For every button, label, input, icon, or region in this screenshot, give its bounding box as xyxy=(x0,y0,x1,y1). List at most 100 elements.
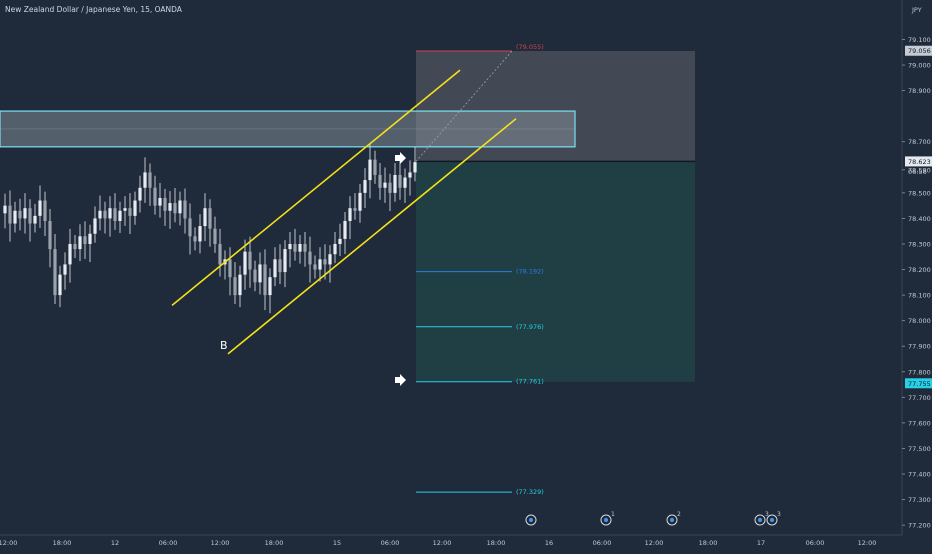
time-tick-label: 06:00 xyxy=(159,539,178,547)
candle-body xyxy=(33,215,37,224)
candle-body xyxy=(128,208,132,216)
candle-body xyxy=(198,226,202,242)
time-tick-label: 17 xyxy=(757,539,765,547)
candle-body xyxy=(373,159,377,175)
candle-body xyxy=(168,203,172,211)
candle-body xyxy=(363,180,367,193)
candle-body xyxy=(158,197,162,206)
candle-body xyxy=(308,251,312,265)
price-tick-label: 77.400 xyxy=(908,471,931,479)
candle-body xyxy=(338,238,342,244)
event-count: 2 xyxy=(677,511,681,518)
candle-body xyxy=(228,259,232,278)
candle-body xyxy=(118,210,122,221)
candle-body xyxy=(398,174,402,188)
candle-body xyxy=(133,200,137,216)
price-tick-label: 78.200 xyxy=(908,266,931,274)
event-marker-dot xyxy=(669,517,675,523)
time-tick-label: 12:00 xyxy=(645,539,664,547)
channel-upper-line[interactable] xyxy=(171,69,461,306)
price-badge-label: 78.623 xyxy=(908,158,931,166)
candle-body xyxy=(298,243,302,252)
price-tick-label: 78.100 xyxy=(908,292,931,300)
price-badge-label: 77.755 xyxy=(908,380,931,388)
candle-body xyxy=(248,251,252,270)
price-tick-label: 78.300 xyxy=(908,240,931,248)
candle-body xyxy=(233,277,237,296)
event-marker-dot xyxy=(757,517,763,523)
candle-body xyxy=(78,236,82,250)
candle-body xyxy=(13,210,17,224)
candle-body xyxy=(218,243,222,265)
time-tick-label: 16 xyxy=(545,539,553,547)
candle-body xyxy=(213,228,217,244)
candle-body xyxy=(3,205,7,214)
channel-lower-line[interactable] xyxy=(227,118,517,355)
time-tick-label: 06:00 xyxy=(593,539,612,547)
candle-body xyxy=(288,243,292,250)
price-badge xyxy=(905,378,932,389)
candle-body xyxy=(153,187,157,206)
candle-body xyxy=(403,177,407,188)
candle-body xyxy=(368,159,372,181)
target-level-label: (78.192) xyxy=(516,268,544,276)
candle-body xyxy=(53,249,57,296)
event-count: 3 xyxy=(777,511,781,518)
candle-body xyxy=(103,210,107,219)
price-tick-label: 78.000 xyxy=(908,317,931,325)
candle-body xyxy=(353,208,357,211)
candle-body xyxy=(258,264,262,283)
price-badge-label: 06:56 xyxy=(908,168,927,176)
time-tick-label: 12 xyxy=(111,539,119,547)
price-tick-label: 78.900 xyxy=(908,87,931,95)
candle-body xyxy=(18,210,22,219)
candle-body xyxy=(48,220,52,250)
time-tick-label: 18:00 xyxy=(487,539,506,547)
time-tick-label: 12:00 xyxy=(433,539,452,547)
candle-body xyxy=(93,218,97,234)
event-count: 3 xyxy=(765,511,769,518)
candle-body xyxy=(323,259,327,265)
candle-body xyxy=(173,203,177,214)
candle-body xyxy=(23,208,27,219)
candle-body xyxy=(333,243,337,255)
candle-body xyxy=(203,208,207,227)
price-tick-label: 77.800 xyxy=(908,368,931,376)
time-tick-label: 06:00 xyxy=(806,539,825,547)
time-tick-label: 12:00 xyxy=(0,539,17,547)
candle-body xyxy=(313,264,317,270)
candle-body xyxy=(238,274,242,296)
candle-body xyxy=(138,187,142,201)
candle-body xyxy=(318,259,322,270)
pattern-label: B xyxy=(220,339,228,352)
candle-body xyxy=(108,208,112,219)
time-tick-label: 06:00 xyxy=(381,539,400,547)
candle-body xyxy=(183,200,187,219)
price-tick-label: 77.200 xyxy=(908,522,931,530)
candle-body xyxy=(68,243,72,265)
price-tick-label: 77.600 xyxy=(908,419,931,427)
candle-body xyxy=(328,254,332,265)
candle-body xyxy=(263,264,267,296)
candle-body xyxy=(378,174,382,188)
candle-body xyxy=(393,174,397,193)
target-arrow-icon[interactable] xyxy=(395,374,406,386)
entry-arrow-icon[interactable] xyxy=(395,152,406,164)
price-tick-label: 79.000 xyxy=(908,62,931,70)
price-badge xyxy=(905,45,932,56)
price-tick-label: 79.100 xyxy=(908,36,931,44)
candle-body xyxy=(8,205,12,224)
candle-body xyxy=(348,208,352,221)
candle-body xyxy=(408,172,412,178)
candle-body xyxy=(113,208,117,221)
candle-body xyxy=(343,220,347,239)
price-tick-label: 78.500 xyxy=(908,189,931,197)
candle-body xyxy=(163,197,167,211)
candle-body xyxy=(148,172,152,188)
candle-body xyxy=(303,243,307,252)
event-marker-dot xyxy=(603,517,609,523)
candle-body xyxy=(178,200,182,214)
price-tick-label: 78.590 xyxy=(908,166,931,174)
